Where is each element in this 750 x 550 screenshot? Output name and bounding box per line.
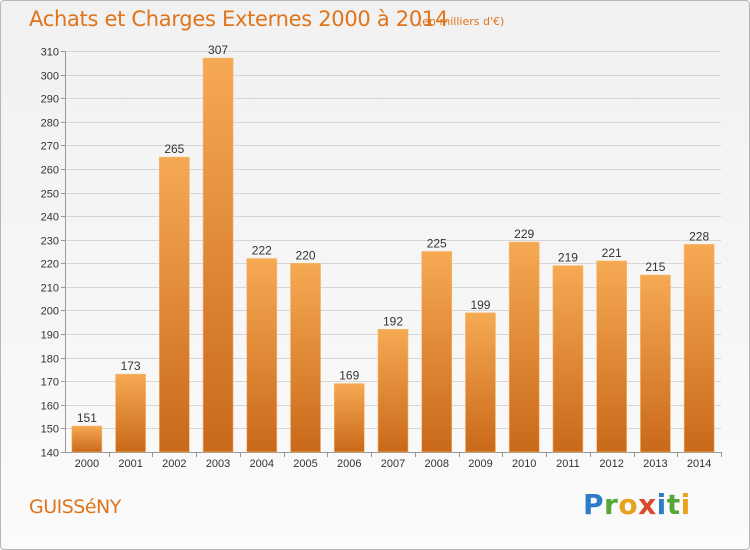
y-tick-label: 140 bbox=[41, 448, 59, 460]
y-tick-label: 300 bbox=[41, 71, 59, 83]
bar-value-label: 222 bbox=[252, 244, 272, 258]
x-tick-label: 2007 bbox=[381, 458, 405, 470]
logo-letter: i bbox=[656, 488, 667, 521]
bar-value-label: 219 bbox=[558, 251, 578, 265]
y-tick-label: 230 bbox=[41, 236, 59, 248]
bar-2009 bbox=[465, 312, 496, 453]
bar-2012 bbox=[596, 260, 627, 453]
bar-2006 bbox=[333, 383, 365, 453]
x-tick-label: 2002 bbox=[162, 458, 186, 470]
logo-letter: o bbox=[618, 488, 639, 521]
y-tick-label: 240 bbox=[41, 212, 59, 224]
y-tick-label: 160 bbox=[41, 401, 59, 413]
x-tick-label: 2006 bbox=[337, 458, 361, 470]
bar-2010 bbox=[508, 241, 540, 453]
bar-2000 bbox=[71, 425, 103, 453]
chart-subtitle: (en milliers d'€) bbox=[418, 15, 505, 28]
x-tick-label: 2000 bbox=[75, 458, 99, 470]
logo-letter: t bbox=[666, 488, 681, 521]
bar-value-label: 169 bbox=[339, 369, 359, 383]
y-tick-label: 250 bbox=[41, 189, 59, 201]
y-tick-label: 170 bbox=[41, 377, 59, 389]
bar-value-label: 307 bbox=[208, 43, 228, 57]
commune-name: GUISSéNY bbox=[29, 496, 121, 518]
y-tick-label: 190 bbox=[41, 330, 59, 342]
y-tick-label: 180 bbox=[41, 354, 59, 366]
bar-2001 bbox=[115, 373, 146, 453]
bar-2007 bbox=[377, 329, 409, 453]
bar-value-label: 215 bbox=[645, 260, 665, 274]
y-tick-label: 150 bbox=[41, 424, 59, 436]
y-tick-label: 270 bbox=[41, 141, 59, 153]
y-tick-label: 310 bbox=[41, 47, 59, 59]
x-tick-label: 2013 bbox=[643, 458, 667, 470]
x-tick-label: 2004 bbox=[250, 458, 274, 470]
bar-value-label: 229 bbox=[514, 227, 534, 241]
logo-letter: i bbox=[680, 488, 691, 521]
bar-2005 bbox=[290, 262, 321, 453]
bar-value-label: 173 bbox=[121, 359, 141, 373]
bar-value-label: 221 bbox=[602, 246, 622, 260]
bar-value-label: 220 bbox=[296, 248, 316, 262]
bars bbox=[71, 57, 715, 453]
x-tick-label: 2014 bbox=[687, 458, 711, 470]
x-tick-label: 2011 bbox=[556, 458, 580, 470]
y-tick-label: 280 bbox=[41, 118, 59, 130]
bar-2008 bbox=[421, 251, 453, 453]
bar-2003 bbox=[202, 57, 234, 453]
y-tick-label: 220 bbox=[41, 259, 59, 271]
logo-letter: P bbox=[583, 488, 605, 521]
chart-title: Achats et Charges Externes 2000 à 2014 bbox=[29, 7, 449, 31]
y-tick-label: 290 bbox=[41, 94, 59, 106]
bar-2002 bbox=[159, 156, 190, 453]
x-tick-label: 2012 bbox=[599, 458, 623, 470]
bar-2013 bbox=[640, 274, 671, 453]
x-tick-label: 2008 bbox=[424, 458, 448, 470]
bar-2004 bbox=[246, 258, 278, 453]
bar-value-label: 228 bbox=[689, 229, 709, 243]
bar-value-label: 192 bbox=[383, 314, 403, 328]
x-tick-label: 2010 bbox=[512, 458, 536, 470]
x-tick-label: 2001 bbox=[118, 458, 142, 470]
bar-value-label: 265 bbox=[164, 142, 184, 156]
x-tick-label: 2005 bbox=[293, 458, 317, 470]
x-tick-label: 2009 bbox=[468, 458, 492, 470]
y-tick-label: 200 bbox=[41, 306, 59, 318]
axes bbox=[61, 51, 722, 457]
bar-value-label: 199 bbox=[470, 298, 490, 312]
labels: 140 150 160 170 180 190 200 210 220 230 240 250 260 2… bbox=[41, 43, 712, 470]
x-tick-label: 2003 bbox=[206, 458, 230, 470]
bar-value-label: 151 bbox=[77, 411, 97, 425]
logo-letter: x bbox=[638, 488, 657, 521]
y-tick-label: 260 bbox=[41, 165, 59, 177]
bar-2014 bbox=[683, 244, 715, 453]
logo-letter: r bbox=[604, 488, 619, 521]
bar-value-label: 225 bbox=[427, 237, 447, 251]
proxiti-logo: Proxiti bbox=[583, 488, 691, 521]
y-tick-label: 210 bbox=[41, 283, 59, 295]
bar-2011 bbox=[552, 265, 584, 453]
